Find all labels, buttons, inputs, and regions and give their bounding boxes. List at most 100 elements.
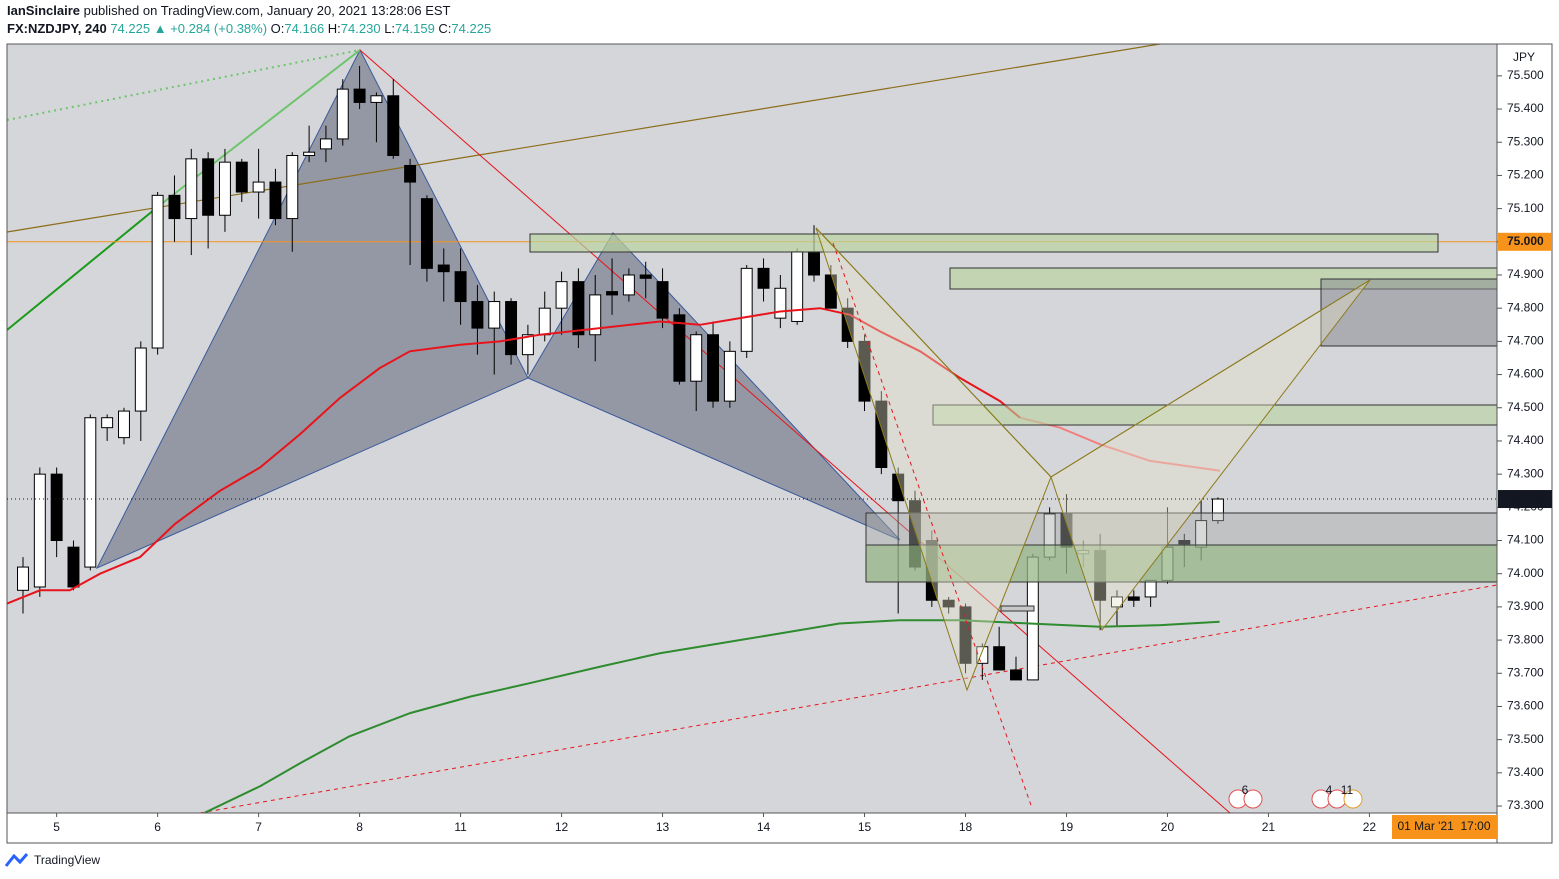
- candle-body: [622, 274, 635, 296]
- x-tick-label: 19: [1060, 820, 1074, 834]
- candle-body: [50, 473, 63, 542]
- candle-body: [656, 281, 669, 319]
- time-axis: [6, 812, 1498, 844]
- price-badge-label: 75.000: [1507, 234, 1544, 248]
- candle-body: [858, 340, 871, 402]
- trend-line: [199, 584, 1498, 814]
- last-price-label: 74.225: [1507, 491, 1544, 505]
- candle-body: [370, 95, 383, 103]
- candle-body: [1110, 596, 1123, 608]
- candle-body: [84, 417, 97, 568]
- y-tick-label: 73.600: [1507, 699, 1544, 713]
- x-tick-label: 6: [154, 820, 161, 834]
- y-tick-label: 74.100: [1507, 533, 1544, 547]
- x-tick-label: 20: [1161, 820, 1175, 834]
- candle-body: [420, 198, 433, 269]
- y-tick-label: 75.400: [1507, 101, 1544, 115]
- zone: [529, 233, 1439, 253]
- candle-body: [303, 151, 316, 157]
- candle-body: [505, 301, 518, 356]
- candle-body: [1178, 540, 1191, 545]
- trend-line: [832, 242, 1033, 809]
- y-tick-label: 74.600: [1507, 367, 1544, 381]
- x-tick-label: 5: [53, 820, 60, 834]
- x-tick-label: 13: [656, 820, 670, 834]
- candle-body: [774, 287, 787, 319]
- y-tick-label: 73.700: [1507, 665, 1544, 679]
- y-tick-label: 74.800: [1507, 300, 1544, 314]
- y-tick-label: 74.700: [1507, 334, 1544, 348]
- moving-average: [6, 307, 1021, 605]
- candle-body: [538, 307, 551, 336]
- event-label: 4: [1326, 783, 1333, 797]
- candle-body: [723, 350, 736, 402]
- x-tick-label: 18: [959, 820, 973, 834]
- y-tick-label: 73.300: [1507, 798, 1544, 812]
- events: 6 4 11: [1228, 783, 1363, 809]
- candle-body: [639, 274, 652, 279]
- y-tick-label: 74.500: [1507, 400, 1544, 414]
- y-tick-label: 74.300: [1507, 466, 1544, 480]
- zone: [865, 544, 1498, 583]
- candle-body: [252, 181, 265, 193]
- y-tick-label: 74.900: [1507, 267, 1544, 281]
- axes: 73.300 73.400 73.500 73.600 73.700 73.800 73.9…: [7, 68, 1552, 839]
- y-tick-label: 75.300: [1507, 134, 1544, 148]
- candle-body: [471, 301, 484, 329]
- h-value: 74.230: [341, 21, 381, 36]
- event-icon: [1243, 789, 1263, 809]
- candle-body: [1010, 669, 1022, 681]
- x-tick-label: 12: [555, 820, 569, 834]
- candle-body: [1211, 498, 1224, 522]
- candle-body: [101, 417, 114, 429]
- x-tick-label: 22: [1363, 820, 1377, 834]
- y-tick-label: 73.800: [1507, 632, 1544, 646]
- pattern-leg: [815, 227, 1052, 478]
- candle-body: [437, 264, 450, 273]
- price-badge: [1498, 232, 1552, 251]
- candle-body: [959, 606, 972, 664]
- candle-body: [521, 334, 534, 356]
- last: 74.225: [110, 21, 150, 36]
- y-tick-label: 73.400: [1507, 765, 1544, 779]
- pattern-leg: [1050, 279, 1371, 478]
- event-label: 11: [1341, 783, 1354, 797]
- candle-body: [387, 95, 400, 157]
- x-tick-label: 11: [454, 820, 467, 834]
- candle-body: [976, 646, 989, 664]
- candle-body: [33, 473, 46, 588]
- candle-body: [168, 194, 181, 220]
- trend-line: [359, 49, 1231, 814]
- l-value: 74.159: [395, 21, 435, 36]
- candle-body: [336, 88, 349, 140]
- candle-body: [572, 281, 585, 336]
- y-tick-label: 75.200: [1507, 168, 1544, 182]
- candle-body: [185, 158, 198, 220]
- candle-body: [808, 251, 820, 276]
- x-tick-label: 7: [255, 820, 262, 834]
- brand[interactable]: TradingView: [34, 853, 100, 867]
- candle-body: [875, 400, 888, 468]
- candle-body: [740, 267, 753, 352]
- candle-body: [118, 410, 130, 439]
- l-label: L:: [384, 21, 395, 36]
- x-tick-label: 21: [1262, 820, 1276, 834]
- candle-body: [454, 271, 467, 303]
- published-info: published on TradingView.com, January 20…: [80, 3, 451, 18]
- y-tick-label: 75.100: [1507, 201, 1544, 215]
- o-value: 74.166: [284, 21, 324, 36]
- candle-body: [202, 158, 215, 216]
- x-tick-label: 8: [356, 820, 363, 834]
- candle-body: [589, 294, 602, 336]
- candle-body: [690, 334, 703, 382]
- candle-body: [353, 88, 366, 103]
- c-value: 74.225: [451, 21, 491, 36]
- candle-body: [707, 334, 720, 402]
- trend-line: [6, 43, 1161, 233]
- trend-line: [6, 204, 161, 331]
- header-line-2: FX:NZDJPY, 240 74.225 ▲ +0.284 (+0.38%) …: [7, 21, 491, 36]
- logo-icon: [4, 853, 29, 867]
- c-label: C:: [438, 21, 451, 36]
- candle-body: [269, 181, 282, 220]
